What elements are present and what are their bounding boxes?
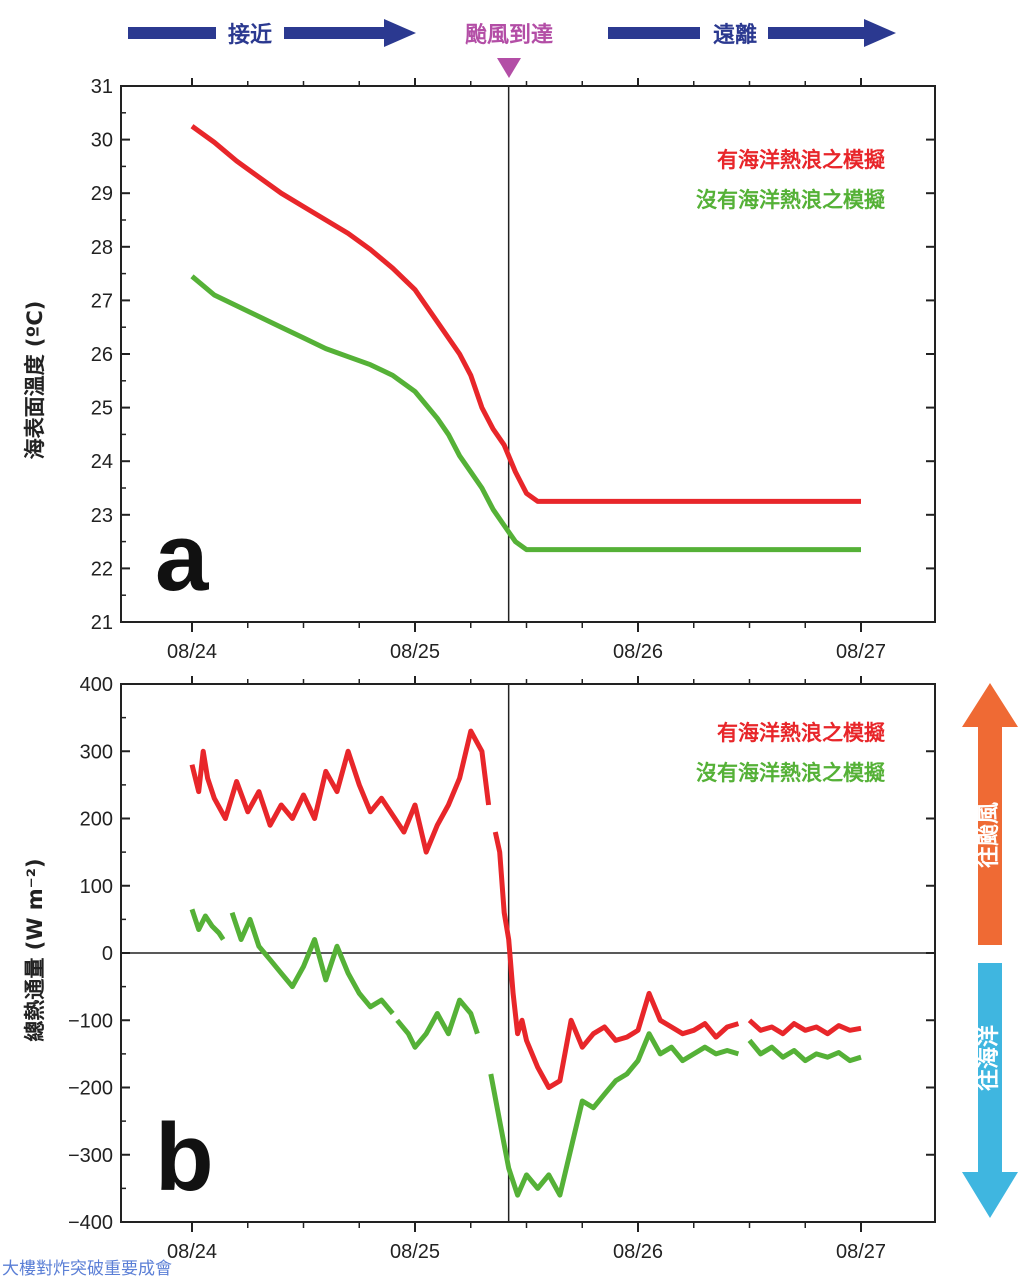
panel-a-ytick-label: 21	[91, 612, 113, 634]
panel-b-ytick-label: −300	[68, 1145, 113, 1167]
panel-b-ytick-label: 200	[80, 809, 113, 831]
approach-label: 接近	[228, 22, 272, 48]
depart-arrow-icon	[864, 19, 896, 47]
panel-b-letter: b	[155, 1104, 214, 1211]
panel-b-ytick-label: 0	[102, 943, 113, 965]
panel-a-letter: a	[155, 504, 209, 611]
panel-b-ylabel: 總熱通量 (W m⁻²)	[23, 858, 47, 1041]
panel-b-series-green-line	[189, 908, 226, 941]
panel-b-series-green-line	[747, 1038, 862, 1064]
panel-a-ytick-label: 28	[91, 237, 113, 259]
to-ocean-label: 往海洋	[976, 1025, 1002, 1091]
panel-a-xtick-label: 08/27	[836, 641, 886, 663]
arrival-label: 颱風到達	[465, 22, 553, 48]
approach-arrow-icon	[384, 19, 416, 47]
panel-b-ytick-label: −400	[68, 1212, 113, 1234]
to-ocean-arrow-icon	[962, 963, 1018, 1218]
panel-a-xtick-label: 08/26	[613, 641, 663, 663]
approach-bar-left	[128, 27, 216, 39]
panel-b-ytick-label: −100	[68, 1010, 113, 1032]
depart-label: 遠離	[713, 22, 757, 48]
panel-a-ytick-label: 23	[91, 505, 113, 527]
panel-a-ytick-label: 30	[91, 130, 113, 152]
panel-a-ytick-label: 27	[91, 290, 113, 312]
panel-a-series	[190, 124, 861, 553]
panel-a-ytick-label: 22	[91, 558, 113, 580]
panel-b-series-red-line	[492, 831, 740, 1090]
panel-a-series-green-line	[190, 274, 861, 553]
panel-b-xtick-label: 08/26	[613, 1241, 663, 1263]
caption: 大樓對炸突破重要成會	[2, 1259, 172, 1279]
panel-a-ylabel: 海表面溫度 (ºC)	[23, 301, 47, 460]
panel-a-xtick-label: 08/25	[390, 641, 440, 663]
panel-b-series-red-line	[189, 728, 492, 855]
to-typhoon-label: 往颱風	[976, 802, 1002, 868]
panel-a-legend-red: 有海洋熱浪之模擬	[717, 148, 886, 172]
panel-b-xtick-label: 08/25	[390, 1241, 440, 1263]
panel-b-series-red-line	[747, 1018, 862, 1037]
panel-b-series-green-line	[229, 911, 395, 1016]
panel-a-ytick-label: 26	[91, 344, 113, 366]
panel-b-legend-red: 有海洋熱浪之模擬	[717, 721, 886, 745]
panel-b-legend-green: 沒有海洋熱浪之模擬	[696, 761, 886, 785]
panel-a-ytick-label: 25	[91, 398, 113, 420]
panel-a-series-red-line	[190, 124, 861, 504]
side-arrows: 往颱風 往海洋	[962, 683, 1018, 1218]
arrival-marker-icon	[497, 58, 521, 78]
panel-b-xtick-label: 08/27	[836, 1241, 886, 1263]
panel-b: −400 −300 −200 −100 0 100 200 300 400 08/24 08/25 0…	[23, 674, 936, 1263]
depart-bar-left	[608, 27, 700, 39]
panel-b-ytick-label: −200	[68, 1078, 113, 1100]
panel-a-ytick-label: 29	[91, 183, 113, 205]
depart-bar-right	[768, 27, 864, 39]
panel-b-ytick-label: 100	[80, 876, 113, 898]
panel-a-legend-green: 沒有海洋熱浪之模擬	[696, 188, 886, 212]
approach-bar-right	[284, 27, 384, 39]
panel-a-ytick-label: 24	[91, 451, 113, 473]
panel-a-ticks: 21 22 23 24 25 26 27 28 29 30 31 08/24 08/25 08/26 08/…	[91, 76, 935, 663]
panel-b-ytick-label: 300	[80, 741, 113, 763]
panel-a: 21 22 23 24 25 26 27 28 29 30 31 08/24 08/25 08/26 08/…	[23, 76, 936, 663]
phase-header: 接近 颱風到達 遠離	[128, 19, 896, 78]
panel-a-xtick-label: 08/24	[167, 641, 217, 663]
panel-b-series-green-line	[395, 997, 480, 1050]
panel-b-xtick-label: 08/24	[167, 1241, 217, 1263]
to-typhoon-label-bg	[978, 800, 1002, 870]
panel-b-series	[189, 728, 862, 1198]
panel-b-series-green-line	[488, 1031, 740, 1198]
panel-a-ytick-label: 31	[91, 76, 113, 98]
panel-b-ytick-label: 400	[80, 674, 113, 696]
